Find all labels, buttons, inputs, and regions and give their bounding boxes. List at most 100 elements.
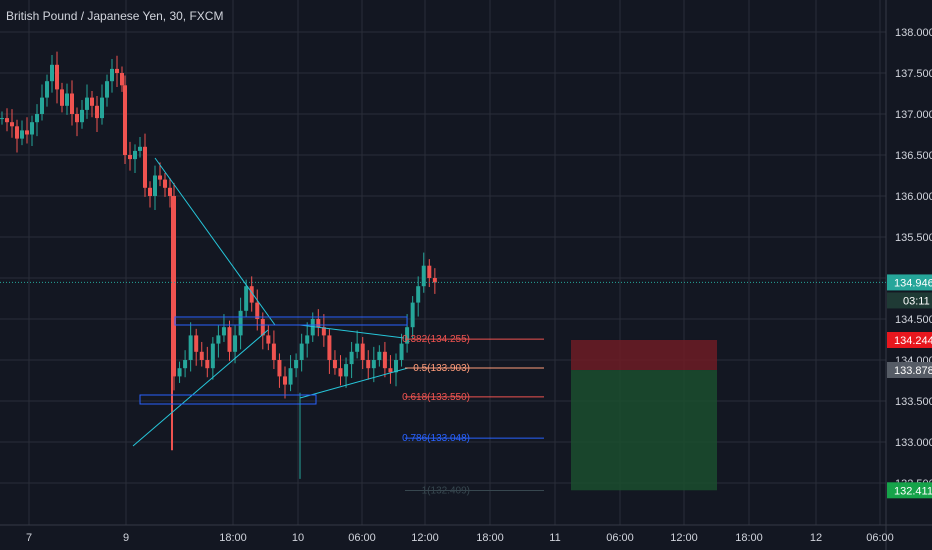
x-tick-label: 11 [549, 532, 560, 544]
candle-body [5, 118, 9, 123]
candle-body [163, 179, 167, 188]
candle-body [148, 187, 152, 196]
candle-body [100, 97, 104, 119]
fib-level-label: 0.382(134.255) [402, 334, 470, 345]
x-tick-label: 12:00 [411, 532, 439, 544]
candle-body [85, 97, 89, 110]
y-tick-label: 137.000 [895, 109, 932, 121]
fib-level-label: 0.618(133.550) [402, 392, 470, 403]
candle-body [153, 175, 157, 196]
candle-body [377, 351, 382, 360]
y-tick-label: 138.000 [895, 27, 932, 39]
candle-body [158, 175, 162, 180]
candle-body [366, 360, 371, 369]
candle-body [115, 68, 119, 73]
candle-body [371, 360, 376, 369]
candle-body [50, 64, 54, 82]
candle-body [65, 93, 69, 106]
candle-body [10, 122, 14, 127]
candle-body [360, 343, 365, 360]
candle-body [388, 368, 393, 373]
bar-countdown: 03:11 [903, 295, 930, 307]
y-tick-label: 134.500 [895, 314, 932, 326]
x-tick-label: 9 [123, 532, 129, 544]
candle-body [238, 310, 243, 336]
candle-body [123, 85, 127, 155]
price-axis-label: 133.878 [894, 365, 932, 377]
candle-body [382, 351, 387, 369]
candle-body [60, 89, 64, 106]
candle-body [227, 327, 232, 352]
candle-body [120, 73, 124, 86]
candle-body [327, 335, 332, 360]
countdown-bg [887, 292, 932, 309]
y-tick-label: 135.500 [895, 232, 932, 244]
candle-body [45, 81, 49, 98]
trendline [299, 367, 409, 399]
candle-body [310, 319, 315, 336]
candle-body [110, 68, 114, 82]
candle-body [177, 368, 182, 377]
price-axis-label-bg [887, 274, 932, 291]
candle-body [432, 278, 437, 283]
candle-body [338, 368, 343, 377]
y-tick-label: 133.500 [895, 396, 932, 408]
candle-body [216, 335, 221, 344]
candle-body [25, 130, 29, 135]
candle-body [277, 360, 282, 377]
fib-level-label: 0.786(133.048) [402, 433, 470, 444]
x-tick-label: 12 [810, 532, 822, 544]
x-tick-label: 18:00 [476, 532, 504, 544]
candle-body [138, 146, 142, 151]
candle-body [399, 343, 404, 360]
candle-body [355, 343, 360, 352]
candle-body [15, 126, 19, 139]
candle-body [35, 114, 39, 123]
candle-body [0, 118, 4, 120]
candle-body [70, 93, 74, 114]
price-axis-label-bg [887, 482, 932, 499]
stop-loss-zone [571, 339, 717, 371]
y-tick-label: 137.500 [895, 68, 932, 80]
resistance-box [174, 316, 408, 326]
candle-body [288, 368, 293, 385]
fib-level-label: 1(132.409) [422, 485, 470, 496]
x-tick-label: 06:00 [606, 532, 634, 544]
candle-body [75, 114, 79, 123]
candle-body [283, 376, 287, 385]
candle-body [394, 360, 398, 373]
x-tick-label: 18:00 [219, 532, 247, 544]
candle-body [316, 319, 321, 328]
candle-body [20, 130, 24, 139]
candle-body [221, 327, 226, 336]
candle-body [199, 351, 204, 360]
price-axis-label-bg [887, 331, 932, 348]
candle-body [349, 351, 354, 365]
candle-body [55, 64, 59, 90]
trendline [154, 157, 276, 326]
candle-body [188, 335, 193, 360]
candle-body [90, 97, 94, 106]
y-tick-label: 136.500 [895, 150, 932, 162]
candle-body [294, 360, 299, 369]
candle-body [410, 302, 415, 328]
support-box [139, 394, 317, 405]
symbol-title: British Pound / Japanese Yen, 30, FXCM [6, 9, 224, 23]
x-tick-label: 7 [26, 532, 32, 544]
candle-body [30, 122, 34, 135]
y-tick-label: 136.000 [895, 191, 932, 203]
x-tick-label: 06:00 [866, 532, 894, 544]
candle-body [332, 360, 337, 369]
candle-body [143, 146, 147, 188]
candle-body [249, 286, 254, 303]
trendline [132, 329, 269, 447]
candle-body [128, 155, 132, 160]
candle-body [172, 196, 176, 377]
x-tick-label: 10 [292, 532, 304, 544]
candle-body [427, 265, 432, 278]
candle-body [244, 286, 249, 311]
price-axis-label-bg [887, 362, 932, 379]
x-tick-label: 12:00 [670, 532, 698, 544]
price-axis-label: 134.244 [894, 335, 932, 347]
